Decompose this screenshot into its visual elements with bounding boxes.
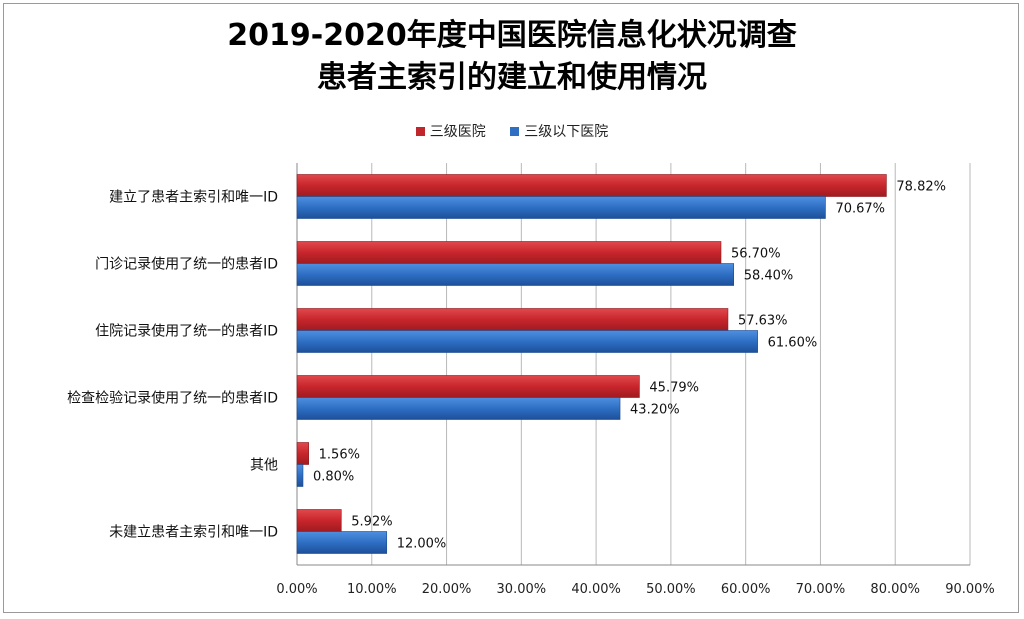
legend-swatch-blue [510, 126, 520, 136]
category-label: 住院记录使用了统一的患者ID [95, 323, 278, 340]
bar-series-2 [296, 196, 826, 219]
data-label: 70.67% [835, 202, 885, 217]
category-label: 建立了患者主索引和唯一ID [109, 189, 278, 206]
x-tick-label: 80.00% [870, 582, 920, 597]
data-label: 1.56% [319, 448, 360, 463]
x-tick-label: 0.00% [276, 582, 317, 597]
x-tick-label: 40.00% [571, 582, 621, 597]
legend: 三级医院 三级以下医院 [0, 121, 1024, 141]
chart-subtitle: 患者主索引的建立和使用情况 [317, 60, 707, 95]
bar-series-1 [296, 308, 729, 331]
bar-series-2 [296, 531, 388, 554]
data-label: 61.60% [768, 336, 818, 351]
legend-item-series-2: 三级以下医院 [510, 121, 608, 141]
x-tick-label: 10.00% [347, 582, 397, 597]
x-tick-label: 30.00% [497, 582, 547, 597]
data-label: 0.80% [313, 470, 354, 485]
x-tick-label: 70.00% [796, 582, 846, 597]
x-tick-label: 60.00% [721, 582, 771, 597]
data-label: 43.20% [630, 403, 680, 418]
legend-swatch-red [415, 126, 425, 136]
bar-series-1 [296, 241, 722, 264]
chart-title: 2019-2020年度中国医院信息化状况调查 [227, 18, 797, 53]
legend-label-series-2: 三级以下医院 [524, 124, 609, 140]
category-label: 其他 [250, 458, 278, 474]
legend-item-series-1: 三级医院 [415, 121, 486, 141]
category-label: 检查检验记录使用了统一的患者ID [67, 390, 278, 407]
x-tick-label: 90.00% [945, 582, 995, 597]
data-label: 12.00% [397, 537, 447, 552]
bar-series-2 [296, 464, 304, 487]
bar-series-2 [296, 397, 621, 420]
data-label: 56.70% [731, 247, 781, 262]
data-label: 58.40% [744, 269, 794, 284]
bar-series-2 [296, 330, 758, 353]
category-label: 门诊记录使用了统一的患者ID [95, 256, 278, 273]
data-label: 45.79% [649, 381, 699, 396]
bar-series-1 [296, 509, 342, 532]
bar-series-2 [296, 263, 735, 286]
bar-series-1 [296, 442, 309, 465]
data-label: 5.92% [351, 515, 392, 530]
bar-series-1 [296, 375, 640, 398]
legend-label-series-1: 三级医院 [429, 124, 486, 140]
x-tick-label: 50.00% [646, 582, 696, 597]
chart-frame [3, 3, 1019, 613]
data-label: 57.63% [738, 314, 788, 329]
x-tick-label: 20.00% [422, 582, 472, 597]
bar-series-1 [296, 174, 887, 197]
category-label: 未建立患者主索引和唯一ID [109, 524, 278, 541]
data-label: 78.82% [896, 180, 946, 195]
